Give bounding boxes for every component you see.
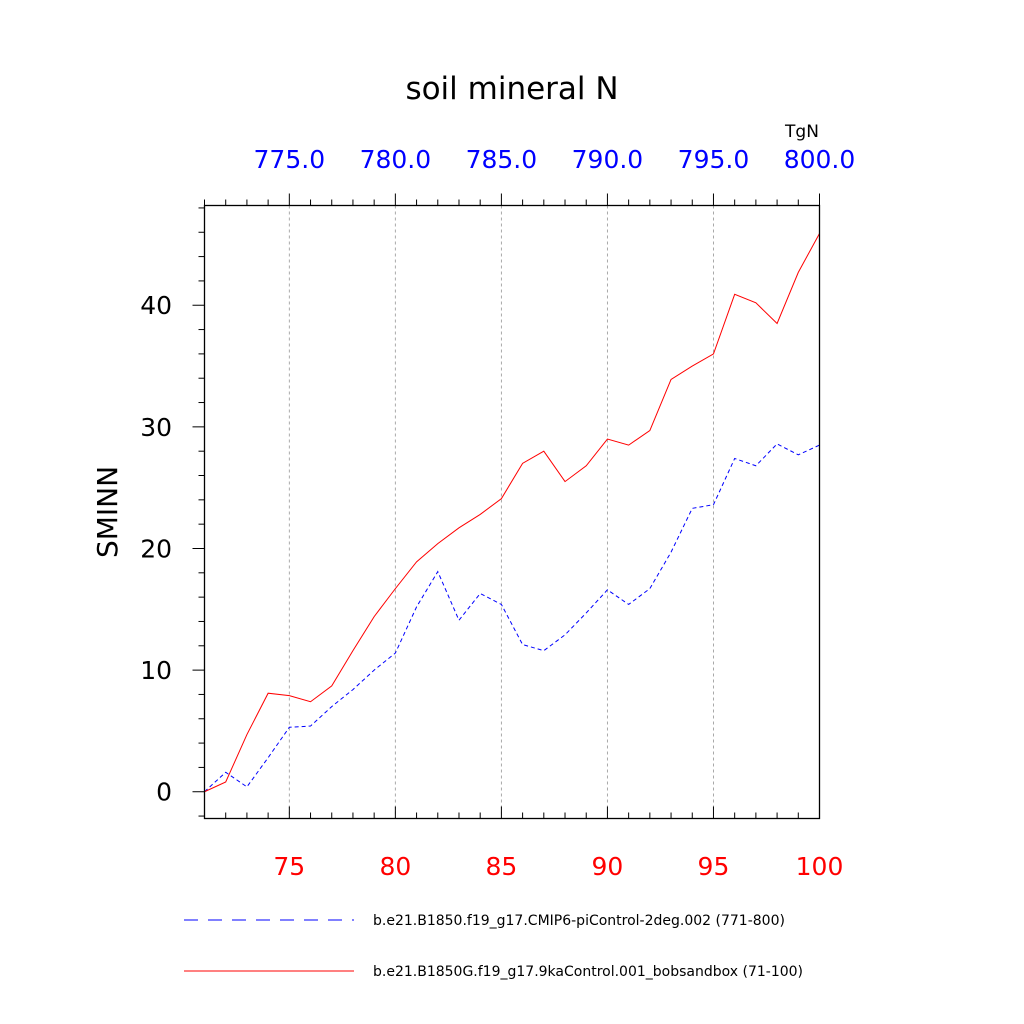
bottom-axis-tick-label: 75 [273,852,305,881]
units-label: TgN [784,122,819,142]
top-axis-tick-label: 800.0 [784,145,856,174]
y-axis-tick-label: 0 [156,778,172,807]
top-axis-tick-label: 795.0 [678,145,750,174]
y-axis-tick-label: 20 [140,534,172,563]
legend-label-2: b.e21.B1850G.f19_g17.9kaControl.001_bobs… [373,964,803,980]
top-axis-tick-label: 775.0 [254,145,326,174]
y-axis-tick-label: 40 [140,291,172,320]
series-line-1 [204,443,820,793]
y-axis-tick-label: 30 [140,413,172,442]
bottom-axis-tick-label: 100 [796,852,844,881]
chart-title: soil mineral N [405,71,618,107]
plot-frame [203,204,821,820]
plot-series [204,233,820,793]
top-axis-tick-label: 785.0 [466,145,538,174]
top-axis-tick-label: 790.0 [572,145,644,174]
y-axis-label: SMINN [91,466,124,558]
top-axis-tick-label: 780.0 [360,145,432,174]
legend-label-1: b.e21.B1850.f19_g17.CMIP6-piControl-2deg… [373,913,785,929]
grid-lines [288,205,714,819]
legend: b.e21.B1850.f19_g17.CMIP6-piControl-2deg… [184,913,803,980]
bottom-axis-tick-label: 85 [485,852,517,881]
y-axis-tick-label: 10 [140,656,172,685]
bottom-axis-tick-label: 80 [379,852,411,881]
bottom-axis-tick-label: 90 [592,852,624,881]
axis-ticks [192,193,820,819]
bottom-axis-tick-label: 95 [698,852,730,881]
series-line-2 [204,233,820,793]
